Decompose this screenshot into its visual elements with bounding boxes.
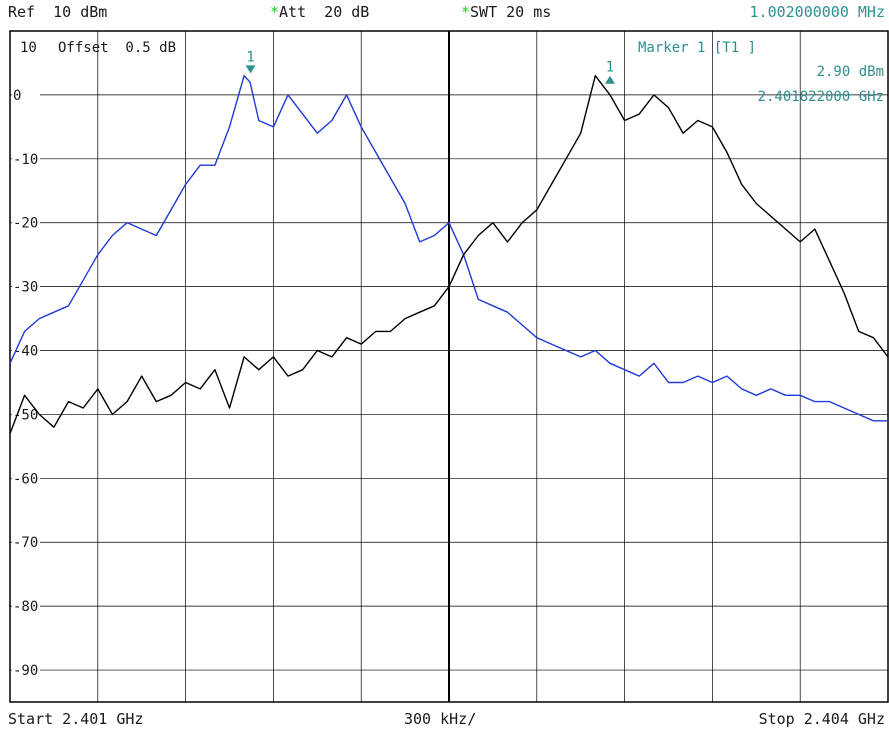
y-tick-label: 0 xyxy=(13,88,21,104)
y-tick-label: -80 xyxy=(13,599,38,615)
attenuation-label: *Att 20 dB xyxy=(270,0,369,24)
y-tick-label-bg xyxy=(12,471,40,486)
attenuation-value: Att 20 dB xyxy=(279,3,370,21)
center-readout: 1.002000000 MHz xyxy=(749,3,885,21)
y-tick-label: -60 xyxy=(13,471,38,487)
y-tick-label: -90 xyxy=(13,663,38,679)
y-tick-label-bg xyxy=(12,215,40,230)
grid xyxy=(9,30,889,703)
traces xyxy=(9,75,889,434)
y-tick-label-bg xyxy=(12,535,40,550)
att-flag: * xyxy=(270,3,280,21)
y-tick-label-bg xyxy=(12,599,40,614)
marker-1-label: 1 xyxy=(606,60,614,76)
markers: 11 xyxy=(245,49,615,84)
y-tick-label: -10 xyxy=(13,152,38,168)
sweep-time-label: *SWT 20 ms xyxy=(461,0,551,24)
y-tick-label-bg xyxy=(12,151,40,166)
marker-1-triangle-trace-2 xyxy=(604,75,615,84)
y-tick-label-bg xyxy=(12,279,40,294)
y-tick-label-bg xyxy=(12,343,40,358)
sweep-time-value: SWT 20 ms xyxy=(470,3,552,21)
start-frequency: Start 2.401 GHz xyxy=(8,710,144,728)
marker-box-freq: 2.401822000 GHz xyxy=(758,89,884,105)
stop-frequency: Stop 2.404 GHz xyxy=(758,710,885,728)
y-tick-label: -70 xyxy=(13,535,38,551)
y-tick-label: -40 xyxy=(13,344,38,360)
marker-1-triangle-trace-1 xyxy=(245,65,256,74)
ref-level-label: Ref 10 dBm xyxy=(8,3,108,21)
span-per-div: 300 kHz/ xyxy=(404,710,477,728)
y-tick-label: -30 xyxy=(13,280,38,296)
grid-top-label: 10 xyxy=(20,40,37,56)
y-tick-label: -20 xyxy=(13,216,38,232)
y-tick-label-bg xyxy=(12,663,40,678)
y-tick-label-bg xyxy=(12,87,40,102)
y-tick-label: -50 xyxy=(13,407,38,423)
swt-flag: * xyxy=(461,3,471,21)
trace-1 xyxy=(9,75,888,422)
marker-1-label: 1 xyxy=(246,49,254,65)
trace-2 xyxy=(9,75,889,434)
marker-box-level: 2.90 dBm xyxy=(817,64,884,80)
marker-box-title: Marker 1 [T1 ] xyxy=(638,40,756,56)
offset-label: Offset 0.5 dB xyxy=(58,40,176,56)
y-tick-labels: 0 -10 -20 -30 -40 -50 -60 -70 -80 -90 xyxy=(12,87,40,679)
